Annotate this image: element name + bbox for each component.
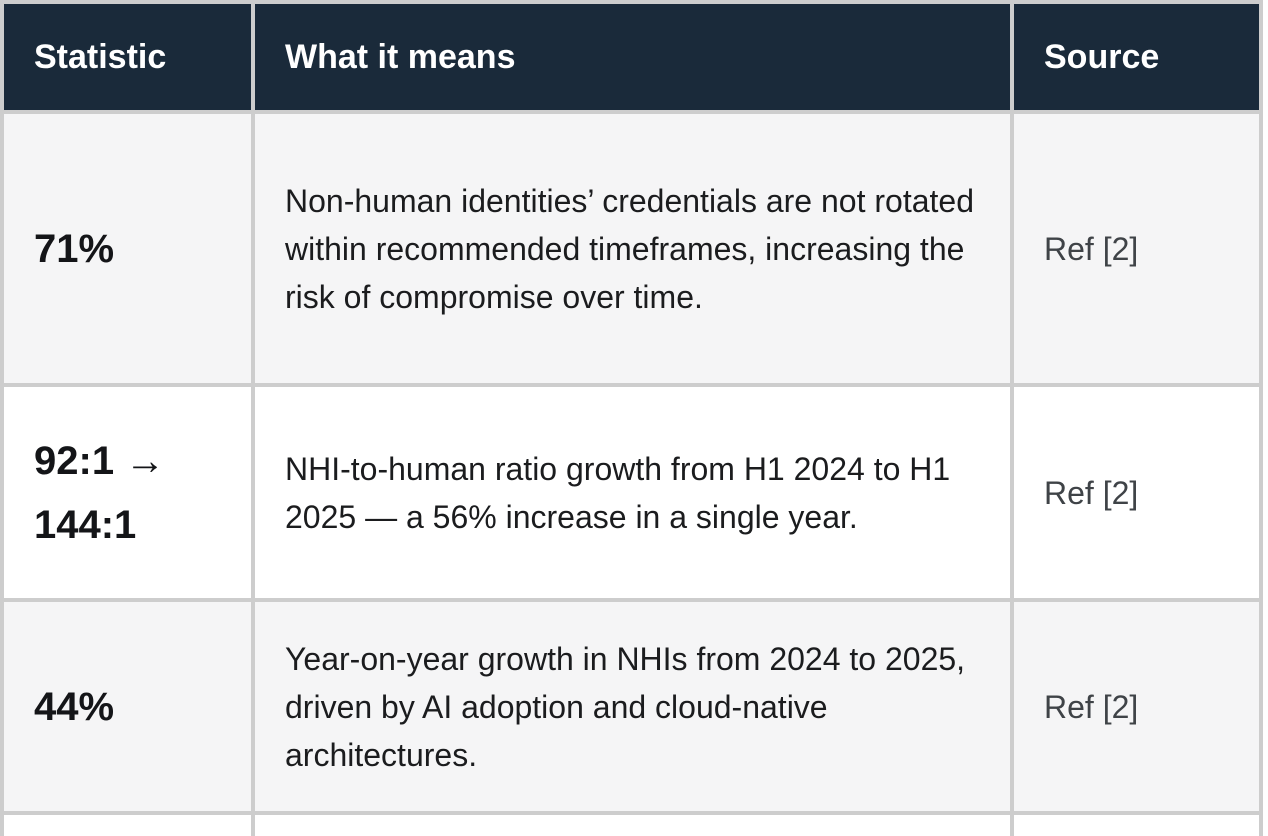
source-cell (1010, 811, 1263, 836)
column-header-source: Source (1010, 0, 1263, 114)
column-header-statistic: Statistic (0, 0, 255, 114)
table-header: Statistic What it means Source (0, 0, 1263, 114)
statistic-cell: 44% (0, 598, 255, 815)
meaning-cell: Year-on-year growth in NHIs from 2024 to… (251, 598, 1014, 815)
meaning-cell (251, 811, 1014, 836)
statistic-cell (0, 811, 255, 836)
statistic-cell: 92:1 → 144:1 (0, 383, 255, 602)
source-cell: Ref [2] (1010, 383, 1263, 602)
table-row: 44% Year-on-year growth in NHIs from 202… (0, 598, 1263, 815)
meaning-cell: Non-human identities’ credentials are no… (251, 110, 1014, 387)
statistic-cell: 71% (0, 110, 255, 387)
source-ref: Ref [2] (1044, 230, 1139, 267)
column-header-meaning: What it means (251, 0, 1014, 114)
source-cell: Ref [2] (1010, 110, 1263, 387)
source-ref: Ref [2] (1044, 474, 1139, 511)
source-ref: Ref [2] (1044, 688, 1139, 725)
meaning-cell: NHI-to-human ratio growth from H1 2024 t… (251, 383, 1014, 602)
header-row: Statistic What it means Source (0, 0, 1263, 114)
table-row (0, 811, 1263, 836)
table-body: 71% Non-human identities’ credentials ar… (0, 110, 1263, 836)
table-row: 92:1 → 144:1 NHI-to-human ratio growth f… (0, 383, 1263, 602)
source-cell: Ref [2] (1010, 598, 1263, 815)
table-row: 71% Non-human identities’ credentials ar… (0, 110, 1263, 387)
